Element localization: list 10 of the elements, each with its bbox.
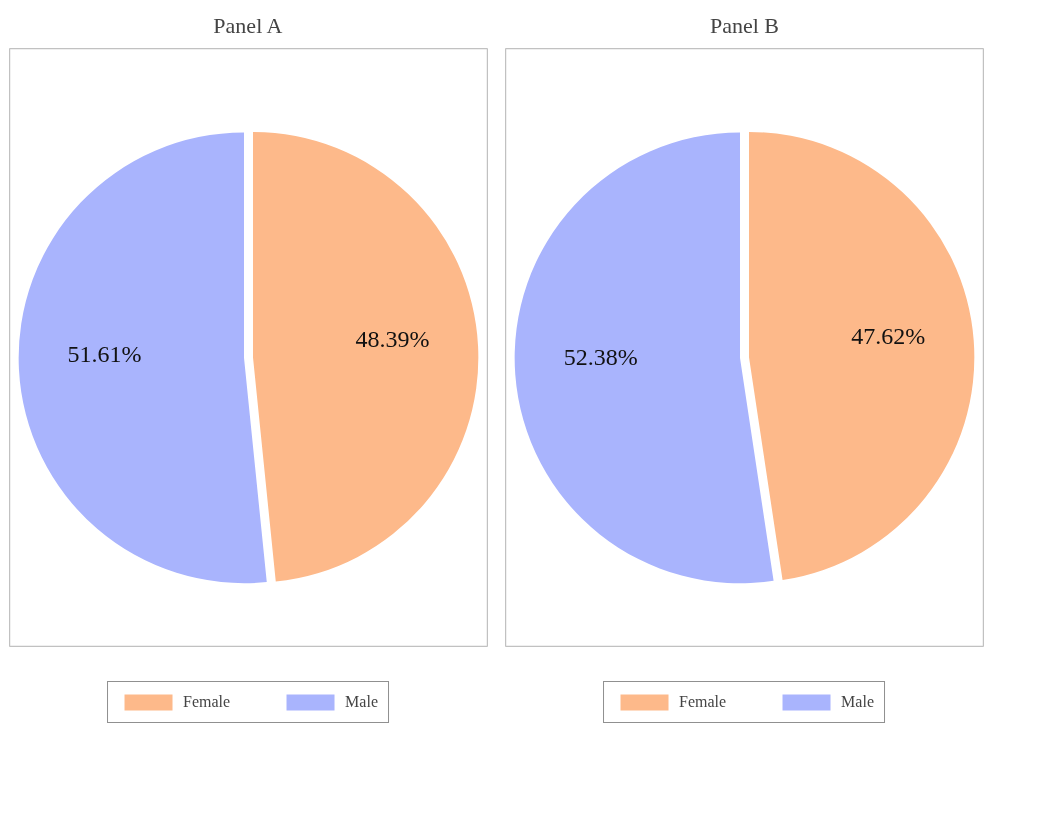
chart-title: Panel B	[709, 12, 780, 38]
chart-title: Panel A	[213, 12, 283, 38]
data-label: 48.39%	[355, 326, 430, 353]
data-label: 52.38%	[563, 344, 638, 371]
legend-label: Male	[841, 693, 874, 711]
data-label: 47.62%	[851, 322, 926, 349]
data-label: 51.61%	[67, 340, 142, 367]
legend-label: Male	[345, 693, 378, 711]
legend-label: Female	[679, 693, 727, 711]
legend-label: Female	[183, 693, 231, 711]
